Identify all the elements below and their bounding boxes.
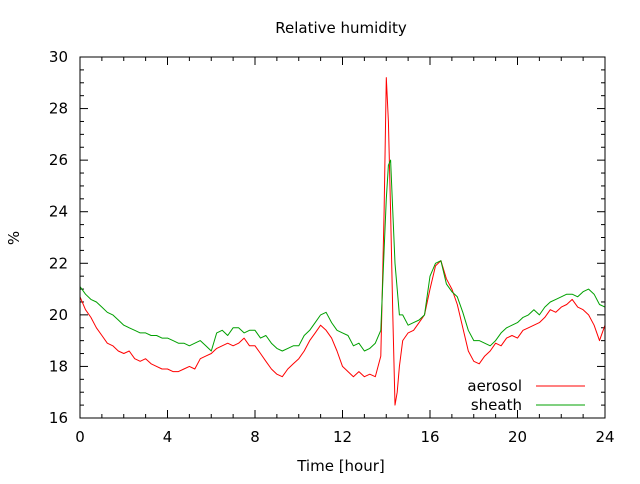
y-tick-label: 26: [49, 151, 68, 169]
y-tick-label: 18: [49, 357, 68, 375]
x-axis-label: Time [hour]: [296, 457, 385, 475]
legend-label-sheath: sheath: [471, 396, 522, 414]
y-tick-label: 20: [49, 306, 68, 324]
x-tick-label: 8: [250, 428, 260, 446]
x-tick-label: 20: [508, 428, 527, 446]
x-tick-label: 12: [333, 428, 352, 446]
x-tick-label: 0: [75, 428, 85, 446]
y-tick-label: 24: [49, 203, 68, 221]
y-tick-label: 30: [49, 48, 68, 66]
y-tick-label: 28: [49, 100, 68, 118]
y-tick-label: 22: [49, 254, 68, 272]
x-tick-label: 4: [163, 428, 173, 446]
series-layer: [79, 77, 606, 406]
series-line-aerosol: [79, 77, 606, 406]
chart-title: Relative humidity: [275, 19, 407, 37]
x-tick-label: 24: [595, 428, 614, 446]
legend-label-aerosol: aerosol: [467, 377, 522, 395]
x-tick-label: 16: [420, 428, 439, 446]
axis-ticks: 0 4 8 12 16 20 24 16 18 20 22 24 26 28 30: [49, 48, 615, 446]
y-axis-label: %: [5, 231, 23, 245]
y-tick-label: 16: [49, 409, 68, 427]
plot-frame: [79, 56, 606, 419]
series-line-sheath: [79, 159, 606, 352]
